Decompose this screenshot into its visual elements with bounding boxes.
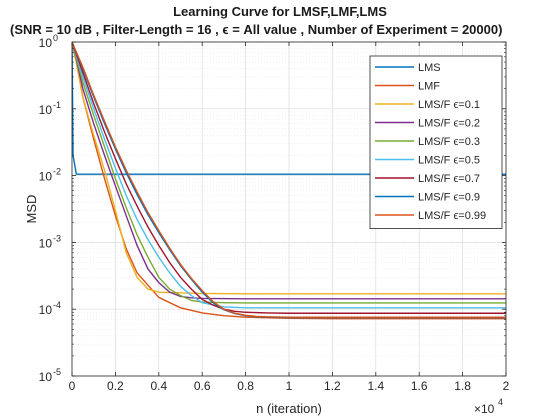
legend-label-7: LMS/F ϵ=0.9 [418, 192, 480, 204]
x-tick-label: 0.2 [107, 379, 124, 393]
y-tick-label: 10 [39, 236, 53, 250]
series-line-2 [72, 42, 506, 295]
y-tick-label: 10 [39, 370, 53, 384]
x-exponent-power: 4 [498, 397, 503, 407]
chart-subtitle: (SNR = 10 dB , Filter-Length = 16 , ϵ = … [10, 22, 503, 37]
legend-label-2: LMS/F ϵ=0.1 [418, 99, 480, 111]
y-axis-label: MSD [24, 195, 39, 224]
x-tick-label: 1.6 [411, 379, 428, 393]
legend-label-3: LMS/F ϵ=0.2 [418, 118, 480, 130]
legend-label-1: LMF [418, 81, 440, 93]
x-tick-label: 0.6 [194, 379, 211, 393]
x-tick-label: 0.4 [150, 379, 167, 393]
legend-label-6: LMS/F ϵ=0.7 [418, 173, 480, 185]
y-tick-exponent: -1 [53, 100, 61, 110]
y-tick-exponent: 0 [53, 33, 58, 43]
y-tick-label: 10 [39, 303, 53, 317]
y-tick-label: 10 [39, 170, 53, 184]
legend-label-0: LMS [418, 62, 441, 74]
legend: LMS LMF LMS/F ϵ=0.1 LMS/F ϵ=0.2 LMS/F ϵ=0.3 L… [369, 55, 503, 229]
x-tick-label: 1 [286, 379, 293, 393]
legend-label-8: LMS/F ϵ=0.99 [418, 210, 486, 222]
y-tick-label: 10 [39, 103, 53, 117]
x-tick-label: 1.2 [324, 379, 341, 393]
series-line-5 [72, 42, 506, 309]
series-line-3 [72, 42, 506, 300]
x-exponent-label: ×10 [474, 402, 495, 416]
axes: 0 0.2 0.4 0.6 0.8 1 1.2 1.4 1.6 1.8 210 -510 -410 -31… [24, 33, 510, 416]
series-line-4 [72, 42, 506, 304]
series-line-8 [72, 42, 506, 318]
x-tick-label: 2 [503, 379, 510, 393]
legend-label-4: LMS/F ϵ=0.3 [418, 136, 480, 148]
y-tick-exponent: -2 [53, 167, 61, 177]
series-line-6 [72, 42, 506, 314]
x-tick-label: 0.8 [237, 379, 254, 393]
chart-title: Learning Curve for LMSF,LMF,LMS [173, 4, 387, 19]
series-line-1 [72, 42, 506, 320]
legend-label-5: LMS/F ϵ=0.5 [418, 155, 480, 167]
x-axis-label: n (iteration) [256, 401, 322, 416]
series-layer [72, 42, 506, 320]
y-tick-label: 10 [39, 36, 53, 50]
y-tick-exponent: -5 [53, 367, 61, 377]
y-tick-exponent: -4 [53, 300, 61, 310]
x-tick-label: 0 [69, 379, 76, 393]
x-tick-label: 1.8 [454, 379, 471, 393]
series-line-0 [72, 42, 506, 175]
y-tick-exponent: -3 [53, 233, 61, 243]
x-tick-label: 1.4 [367, 379, 384, 393]
